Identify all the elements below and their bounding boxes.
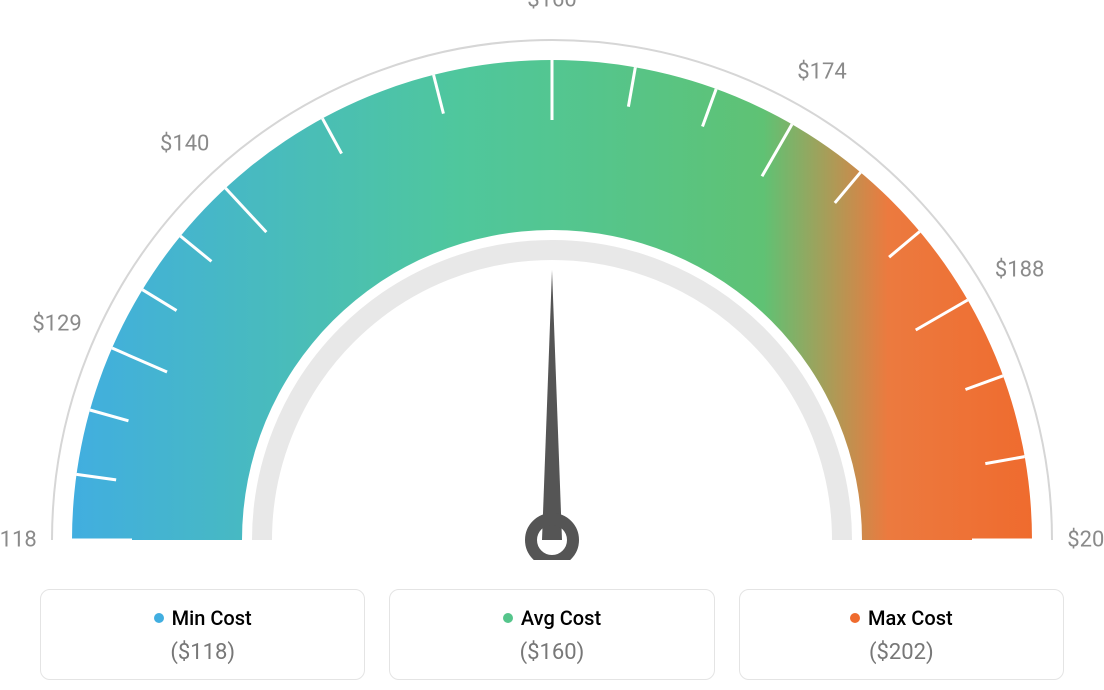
gauge-svg [0,0,1104,560]
gauge-chart: $118 $129 $140 $160 $174 $188 $202 [0,0,1104,560]
gauge-tick-label: $118 [0,528,37,553]
legend-row: Min Cost ($118) Avg Cost ($160) Max Cost… [0,589,1104,680]
gauge-tick-label: $140 [160,132,209,157]
legend-value-min: ($118) [53,640,352,665]
legend-label-min: Min Cost [172,606,252,630]
legend-title-avg: Avg Cost [503,606,601,630]
legend-title-min: Min Cost [154,606,252,630]
legend-label-max: Max Cost [868,606,953,630]
gauge-tick-label: $160 [527,0,576,13]
gauge-tick-label: $129 [32,312,81,337]
legend-dot-min [154,613,164,623]
legend-card-max: Max Cost ($202) [739,589,1064,680]
legend-dot-max [850,613,860,623]
gauge-tick-label: $188 [995,258,1044,283]
legend-value-max: ($202) [752,640,1051,665]
gauge-tick-label: $174 [797,60,846,85]
legend-title-max: Max Cost [850,606,953,630]
legend-label-avg: Avg Cost [521,606,601,630]
gauge-tick-label: $202 [1067,528,1104,553]
legend-dot-avg [503,613,513,623]
legend-card-min: Min Cost ($118) [40,589,365,680]
legend-value-avg: ($160) [402,640,701,665]
legend-card-avg: Avg Cost ($160) [389,589,714,680]
